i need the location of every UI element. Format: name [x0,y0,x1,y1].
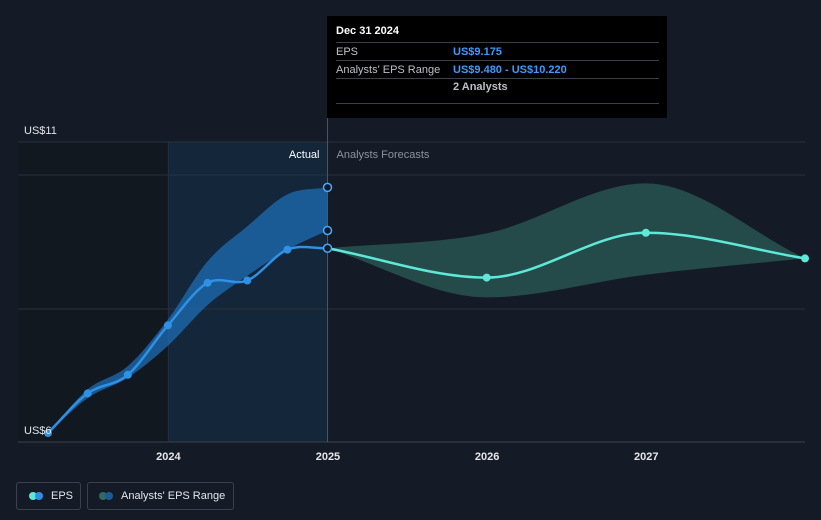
series-line-0 [47,245,328,434]
highlight-point-2 [322,182,333,193]
y-label-top: US$11 [24,125,57,137]
forecast-label: Analysts Forecasts [337,149,430,161]
tooltip: Dec 31 2024 EPS US$9.175 Analysts' EPS R… [327,16,667,118]
tooltip-range-label: Analysts' EPS Range [336,63,441,76]
series-1-point-3 [801,254,809,263]
tooltip-eps-row: EPS US$9.175 [336,42,659,60]
series-0-point-5 [243,276,252,285]
range-bands [48,183,805,433]
y-label-bottom: US$6 [24,425,52,437]
tooltip-range-value: US$9.480 - US$10.220 [453,63,567,76]
series-lines [47,231,806,434]
past-eps-range-band [48,187,328,433]
past-panel [18,142,169,442]
x-tick-2027: 2027 [634,451,658,463]
series-1-point-2 [641,228,650,237]
eps-swatch-icon [29,492,43,500]
series-0-point-0 [44,429,52,437]
axis-text: US$11 US$6 2024 2025 2026 2027 Actual Analysts … [24,125,659,463]
series-0-point-4 [203,278,212,287]
tooltip-analysts-row: 2 Analysts [336,78,659,104]
actual-label: Actual [289,149,320,161]
highlight-point-0 [322,243,333,253]
series-1-point-1 [482,273,491,282]
legend-range-button[interactable]: Analysts' EPS Range [87,482,234,510]
legend-eps-label: EPS [51,490,74,502]
x-tick-2026: 2026 [475,451,499,463]
series-line-1 [327,231,806,279]
tooltip-eps-value: US$9.175 [453,45,502,58]
series-0-point-2 [123,370,132,379]
x-tick-2024: 2024 [156,451,181,463]
tooltip-eps-label: EPS [336,45,359,58]
tooltip-analysts: 2 Analysts [453,81,508,93]
range-swatch-icon [99,492,113,500]
forecast-eps-range-band [327,183,805,298]
tooltip-range-row: Analysts' EPS Range US$9.480 - US$10.220 [336,60,659,78]
series-points [44,182,809,437]
series-0-point-1 [83,389,92,398]
highlight-point-1 [322,225,333,236]
series-0-point-3 [163,321,172,330]
x-tick-2025: 2025 [316,451,340,463]
legend-eps-button[interactable]: EPS [16,482,81,510]
tooltip-date: Dec 31 2024 [336,25,399,37]
series-0-point-6 [283,245,292,254]
legend-range-label: Analysts' EPS Range [121,490,226,502]
